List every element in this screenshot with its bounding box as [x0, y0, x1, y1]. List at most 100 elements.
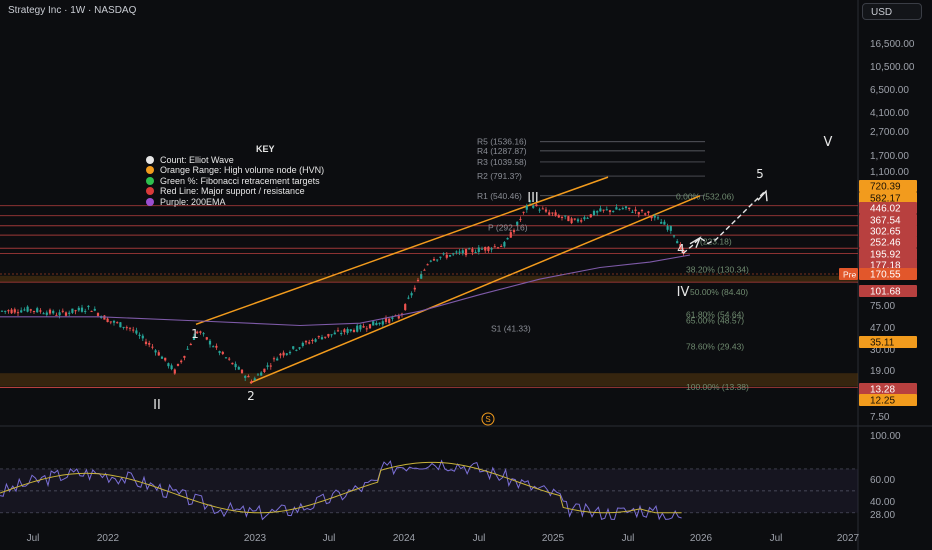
legend-dot-red	[146, 187, 154, 196]
candle-body	[87, 305, 90, 308]
wave-label: 1	[191, 327, 199, 341]
candle-body	[346, 329, 349, 333]
candle-body	[442, 253, 445, 255]
candle-body	[301, 342, 304, 346]
candle-body	[362, 326, 365, 328]
candle-body	[164, 357, 167, 361]
candle-body	[548, 212, 551, 215]
pivot-label: P (292.16)	[488, 223, 528, 233]
candle-body	[64, 312, 68, 316]
candle-body	[624, 206, 628, 209]
price-label: 582.17	[870, 194, 901, 205]
candle-body	[525, 205, 528, 210]
candle-body	[26, 306, 29, 312]
candle-body	[682, 249, 685, 254]
candle-body	[589, 214, 592, 218]
candle-body	[189, 343, 192, 346]
candle-body	[7, 310, 10, 312]
candle-body	[541, 208, 544, 210]
candle-body	[468, 248, 471, 250]
candle-body	[141, 335, 144, 339]
candle-body	[596, 211, 599, 213]
fib-label: 65.00% (48.57)	[686, 315, 744, 325]
channel-upper	[195, 176, 609, 326]
candle-body	[154, 350, 157, 353]
candle-body	[77, 307, 80, 311]
candle-body	[660, 221, 663, 224]
arrow-head	[689, 236, 702, 249]
candle-body	[576, 219, 580, 222]
projection-path	[682, 190, 766, 255]
candle-body	[276, 358, 279, 361]
price-label-box	[859, 180, 917, 192]
candle-body	[416, 279, 420, 281]
price-label: 12.25	[870, 396, 895, 407]
currency-button[interactable]: USD	[862, 3, 922, 20]
legend-label: Purple: 200EMA	[160, 196, 226, 207]
candle-body	[183, 355, 186, 358]
fib-label: (223.18)	[700, 237, 732, 247]
candle-body	[160, 356, 164, 359]
candle-body	[615, 207, 618, 210]
candle-body	[4, 310, 7, 312]
fib-label: 0.00% (532.06)	[676, 192, 734, 202]
candle-body	[445, 254, 448, 258]
candle-body	[656, 217, 660, 219]
candle-body	[308, 342, 311, 344]
candle-body	[599, 208, 602, 212]
price-label: 101.68	[870, 287, 901, 298]
candle-body	[343, 329, 346, 333]
candle-body	[423, 269, 426, 271]
candle-body	[410, 293, 413, 296]
candle-body	[260, 372, 263, 376]
candle-body	[247, 375, 250, 378]
legend-dot-orange	[146, 166, 154, 175]
y-tick-label: 19.00	[870, 366, 895, 377]
candle-body	[407, 297, 410, 299]
candle-body	[13, 309, 16, 313]
candle-body	[500, 246, 503, 248]
pre-price-label: 170.55	[870, 270, 901, 281]
y-tick-label: 16,500.00	[870, 39, 915, 50]
candle-body	[493, 246, 496, 248]
candle-body	[487, 246, 490, 251]
candle-body	[61, 310, 64, 312]
candle-body	[586, 217, 589, 219]
candle-body	[560, 217, 564, 219]
y-tick-label: 1,700.00	[870, 151, 909, 162]
candle-body	[378, 322, 381, 325]
legend-dot-purple	[146, 197, 154, 206]
candle-body	[391, 317, 394, 319]
legend-label: Green %: Fibonacci retracement targets	[160, 175, 320, 186]
candle-body	[282, 352, 285, 356]
candle-body	[404, 304, 407, 310]
candle-body	[490, 248, 493, 250]
candle-body	[250, 381, 253, 383]
candle-body	[605, 209, 608, 211]
candle-body	[292, 346, 295, 349]
candle-body	[672, 235, 676, 237]
x-tick-label: Jul	[770, 533, 783, 544]
candle-body	[151, 346, 154, 348]
candle-body	[221, 351, 224, 355]
candle-body	[68, 312, 71, 314]
event-marker-label: S	[485, 415, 490, 424]
candle-body	[484, 246, 487, 251]
candle-body	[45, 312, 48, 315]
candle-body	[349, 329, 352, 332]
candle-body	[269, 365, 272, 367]
x-tick-label: Jul	[323, 533, 336, 544]
legend-dot-white	[146, 155, 154, 164]
candle-body	[676, 241, 679, 244]
x-tick-label: 2026	[690, 533, 713, 544]
price-label: 302.65	[870, 227, 901, 238]
hvn-band-lower	[0, 373, 858, 387]
candle-body	[208, 340, 212, 345]
candle-body	[109, 321, 112, 323]
wave-label: III	[527, 191, 539, 206]
candle-body	[29, 309, 32, 311]
candle-body	[119, 322, 122, 328]
candle-body	[237, 367, 240, 370]
y-tick-label: 1,100.00	[870, 167, 909, 178]
